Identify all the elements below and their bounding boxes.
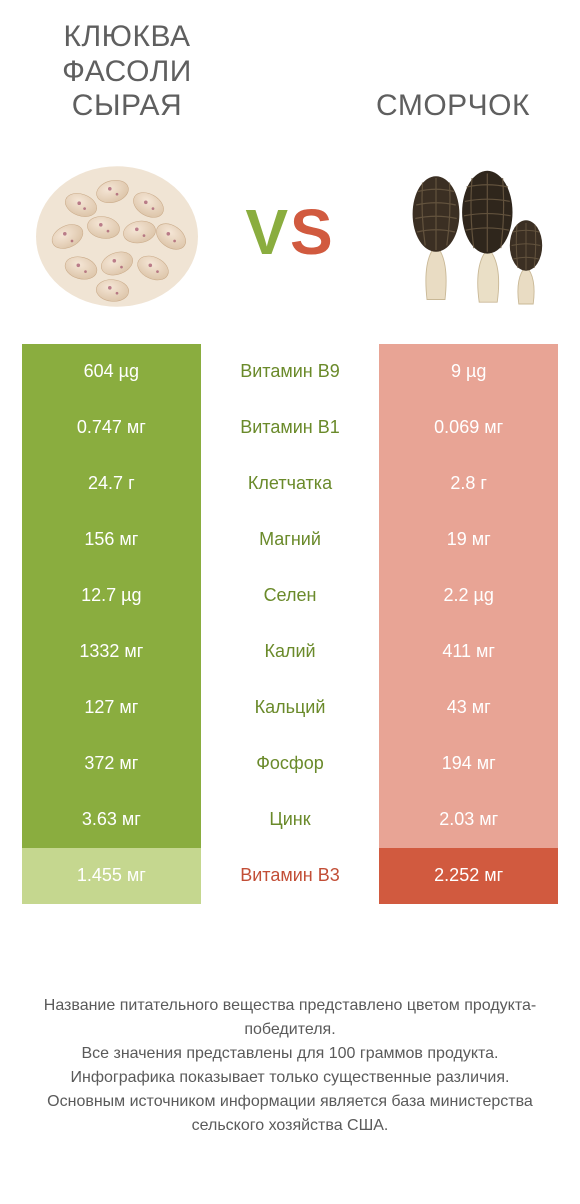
value-right: 2.2 µg — [379, 568, 558, 624]
comparison-infographic: КЛЮКВАФАСОЛИСЫРАЯ СМОРЧОК — [0, 0, 580, 1162]
value-left: 3.63 мг — [22, 792, 201, 848]
nutrient-name: Селен — [201, 568, 380, 624]
table-row: 372 мгФосфор194 мг — [22, 736, 558, 792]
morels-image — [368, 142, 558, 322]
table-row: 604 µgВитамин B99 µg — [22, 344, 558, 400]
footer-notes: Название питательного вещества представл… — [22, 994, 558, 1138]
nutrient-name: Витамин B3 — [201, 848, 380, 904]
table-row: 0.747 мгВитамин B10.069 мг — [22, 400, 558, 456]
table-row: 12.7 µgСелен2.2 µg — [22, 568, 558, 624]
value-right: 0.069 мг — [379, 400, 558, 456]
footer-line: Название питательного вещества представл… — [22, 994, 558, 1042]
table-row: 3.63 мгЦинк2.03 мг — [22, 792, 558, 848]
footer-line: Основным источником информации является … — [22, 1090, 558, 1138]
value-left: 604 µg — [22, 344, 201, 400]
title-left: КЛЮКВАФАСОЛИСЫРАЯ — [22, 20, 232, 124]
footer-line: Инфографика показывает только существенн… — [22, 1066, 558, 1090]
table-row: 1332 мгКалий411 мг — [22, 624, 558, 680]
value-right: 2.03 мг — [379, 792, 558, 848]
vs-s: S — [290, 196, 335, 268]
value-right: 43 мг — [379, 680, 558, 736]
value-right: 2.8 г — [379, 456, 558, 512]
table-row: 156 мгМагний19 мг — [22, 512, 558, 568]
value-left: 372 мг — [22, 736, 201, 792]
footer-line: Все значения представлены для 100 граммо… — [22, 1042, 558, 1066]
vs-v: V — [245, 196, 290, 268]
table-row: 127 мгКальций43 мг — [22, 680, 558, 736]
nutrient-name: Витамин B1 — [201, 400, 380, 456]
nutrient-name: Кальций — [201, 680, 380, 736]
value-left: 1.455 мг — [22, 848, 201, 904]
title-right: СМОРЧОК — [348, 89, 558, 124]
nutrient-name: Магний — [201, 512, 380, 568]
value-right: 2.252 мг — [379, 848, 558, 904]
table-row: 1.455 мгВитамин B32.252 мг — [22, 848, 558, 904]
vs-label: VS — [245, 195, 334, 269]
nutrient-name: Фосфор — [201, 736, 380, 792]
nutrient-name: Витамин B9 — [201, 344, 380, 400]
nutrient-table: 604 µgВитамин B99 µg0.747 мгВитамин B10.… — [22, 344, 558, 904]
value-left: 0.747 мг — [22, 400, 201, 456]
value-right: 9 µg — [379, 344, 558, 400]
image-row: VS — [22, 142, 558, 322]
value-left: 156 мг — [22, 512, 201, 568]
nutrient-name: Цинк — [201, 792, 380, 848]
value-right: 19 мг — [379, 512, 558, 568]
beans-image — [22, 142, 212, 322]
value-right: 194 мг — [379, 736, 558, 792]
value-left: 127 мг — [22, 680, 201, 736]
value-right: 411 мг — [379, 624, 558, 680]
table-row: 24.7 гКлетчатка2.8 г — [22, 456, 558, 512]
nutrient-name: Клетчатка — [201, 456, 380, 512]
value-left: 12.7 µg — [22, 568, 201, 624]
value-left: 24.7 г — [22, 456, 201, 512]
value-left: 1332 мг — [22, 624, 201, 680]
nutrient-name: Калий — [201, 624, 380, 680]
header: КЛЮКВАФАСОЛИСЫРАЯ СМОРЧОК — [22, 20, 558, 124]
